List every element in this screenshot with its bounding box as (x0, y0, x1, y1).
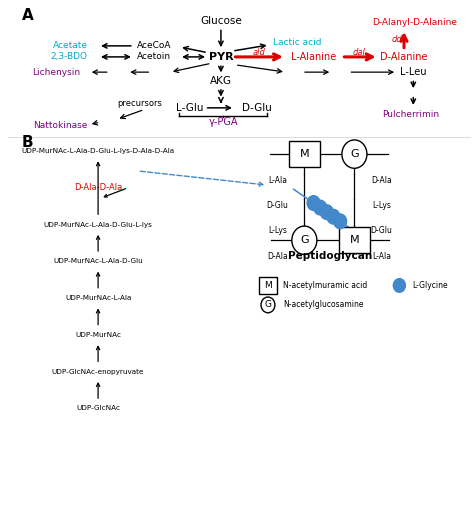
Text: G: G (264, 301, 272, 310)
Text: Peptidoglycan: Peptidoglycan (288, 251, 372, 261)
Text: D-Ala-D-Ala: D-Ala-D-Ala (74, 183, 122, 192)
Text: ddl: ddl (392, 35, 405, 44)
Text: UDP-MurNAc-L-Ala-D-Glu-L-lys: UDP-MurNAc-L-Ala-D-Glu-L-lys (44, 221, 153, 227)
Text: Acetate: Acetate (53, 41, 88, 50)
Text: L-Ala: L-Ala (268, 176, 287, 185)
Circle shape (314, 200, 327, 215)
Text: Nattokinase: Nattokinase (33, 121, 87, 130)
Text: UDP-MurNAc: UDP-MurNAc (75, 332, 121, 338)
Text: M: M (350, 235, 359, 245)
Text: L-Lys: L-Lys (268, 226, 287, 235)
Text: L-Glycine: L-Glycine (412, 281, 448, 290)
Text: D-Alanyl-D-Alanine: D-Alanyl-D-Alanine (372, 18, 457, 27)
Text: UDP-MurNAc-L-Ala-D-Glu-L-lys-D-Ala-D-Ala: UDP-MurNAc-L-Ala-D-Glu-L-lys-D-Ala-D-Ala (21, 148, 174, 154)
Circle shape (261, 297, 275, 313)
Text: 2,3-BDO: 2,3-BDO (50, 53, 87, 62)
Circle shape (342, 140, 367, 168)
Text: ald: ald (253, 48, 265, 57)
Text: D-Ala: D-Ala (371, 176, 392, 185)
Text: γ-PGA: γ-PGA (209, 117, 238, 127)
Text: L-Lys: L-Lys (372, 201, 391, 210)
Text: L-Glu: L-Glu (176, 103, 203, 113)
Text: L-Leu: L-Leu (400, 67, 427, 77)
Text: D-Glu: D-Glu (242, 103, 272, 113)
Text: UDP-GlcNAc-enopyruvate: UDP-GlcNAc-enopyruvate (52, 369, 145, 375)
Text: AKG: AKG (210, 75, 232, 85)
FancyBboxPatch shape (289, 141, 319, 167)
Text: UDP-GlcNAc: UDP-GlcNAc (76, 406, 120, 412)
FancyBboxPatch shape (259, 277, 276, 294)
Text: B: B (22, 134, 33, 150)
Text: D-Glu: D-Glu (266, 201, 288, 210)
Text: N-acetylmuramic acid: N-acetylmuramic acid (283, 281, 368, 290)
Text: Pulcherrimin: Pulcherrimin (383, 110, 439, 118)
Text: N-acetylglucosamine: N-acetylglucosamine (283, 301, 364, 310)
Text: dal: dal (353, 48, 366, 57)
Text: L-Alanine: L-Alanine (291, 52, 336, 62)
Text: D-Ala: D-Ala (267, 252, 288, 261)
Text: L-Ala: L-Ala (372, 252, 391, 261)
Text: PYR: PYR (209, 52, 233, 62)
Circle shape (307, 195, 320, 210)
Text: Lichenysin: Lichenysin (32, 67, 81, 76)
Text: AceCoA: AceCoA (137, 41, 171, 50)
Text: M: M (300, 149, 309, 159)
Circle shape (320, 205, 333, 219)
Text: precursors: precursors (118, 99, 162, 108)
FancyBboxPatch shape (339, 227, 370, 253)
Text: Glucose: Glucose (200, 16, 242, 26)
Text: D-Alanine: D-Alanine (380, 52, 428, 62)
Circle shape (393, 279, 405, 292)
Text: M: M (264, 281, 272, 290)
Text: UDP-MurNAc-L-Ala: UDP-MurNAc-L-Ala (65, 295, 131, 301)
Text: Acetoin: Acetoin (137, 53, 171, 62)
Text: D-Glu: D-Glu (370, 226, 392, 235)
Text: Lactic acid: Lactic acid (273, 38, 322, 47)
Text: G: G (300, 235, 309, 245)
Circle shape (327, 209, 340, 224)
Text: UDP-MurNAc-L-Ala-D-Glu: UDP-MurNAc-L-Ala-D-Glu (53, 258, 143, 264)
Text: G: G (350, 149, 359, 159)
Circle shape (292, 226, 317, 254)
Circle shape (334, 214, 346, 229)
Text: A: A (22, 8, 33, 23)
